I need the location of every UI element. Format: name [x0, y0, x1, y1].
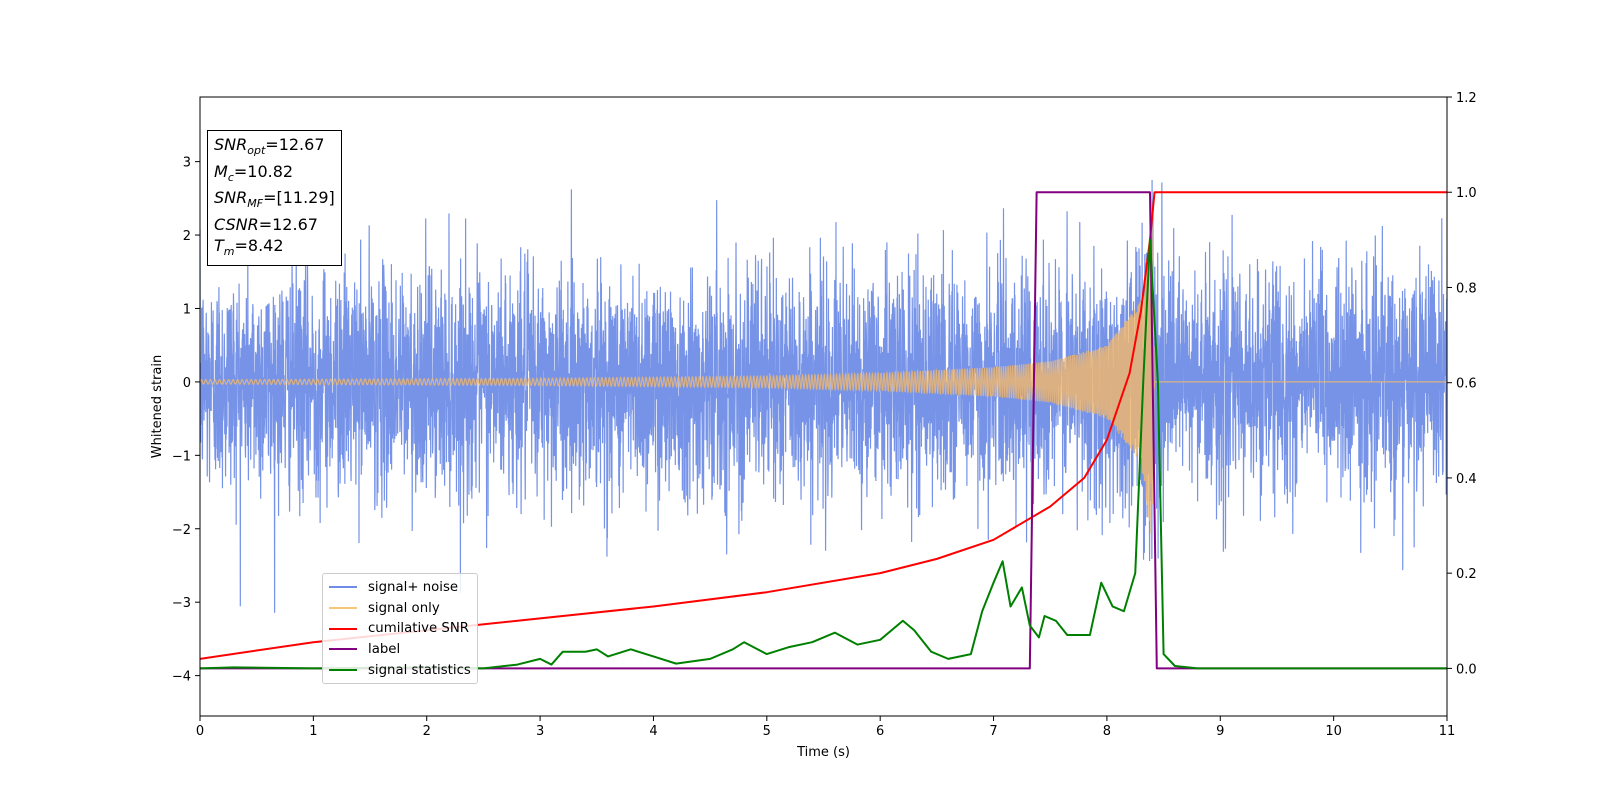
legend-swatch-signal-noise: [329, 586, 357, 589]
y-left-tick-label: 0: [183, 376, 191, 391]
y-right-tick-label: 0.8: [1456, 281, 1477, 296]
x-axis-label: Time (s): [796, 745, 850, 760]
parameter-box: SNRopt=12.67 Mc=10.82 SNRMF=[11.29] CSNR…: [207, 130, 342, 267]
y-right-tick-label: 0.6: [1456, 377, 1477, 392]
tm-line: Tm=8.42: [214, 235, 284, 258]
y-axis-label: Whitened strain: [150, 355, 165, 458]
snr-opt-value: =12.67: [265, 135, 325, 154]
legend-swatch-signal-only: [329, 607, 357, 610]
legend-swatch-signal-statistics: [329, 669, 357, 672]
legend-item-cumulative-snr: cumilative SNR: [329, 618, 471, 639]
y-left-tick-label: −2: [172, 523, 191, 538]
x-tick-label: 3: [536, 724, 544, 739]
y-left-tick-label: 1: [183, 302, 191, 317]
csnr-value: =12.67: [258, 215, 318, 235]
plot-area: [200, 179, 1447, 670]
legend-label-cumulative-snr: cumilative SNR: [368, 621, 470, 637]
y-right-tick-label: 0.4: [1456, 472, 1477, 487]
mc-value: =10.82: [233, 161, 294, 181]
csnr-line: CSNR=12.67: [214, 215, 318, 235]
axes-frame: [199, 96, 1448, 717]
x-tick-label: 10: [1325, 724, 1342, 739]
tm-value: =8.42: [234, 235, 284, 255]
legend-item-label: label: [329, 639, 471, 660]
axes: 0 1 2 3 4 5 6 7 8 9 10 113210−1−2−3−41.21.00.80.60.…: [172, 91, 1477, 739]
x-tick-label: 0: [196, 724, 204, 739]
legend: signal+ noise signal only cumilative SNR…: [322, 573, 478, 685]
x-tick-label: 8: [1103, 724, 1111, 739]
series-cumulative-snr: [200, 191, 1447, 660]
x-tick-label: 4: [649, 724, 657, 739]
series-signal-statistics: [200, 238, 1447, 670]
snr-opt-line: SNRopt=12.67: [214, 135, 325, 158]
y-left-tick-label: −1: [172, 449, 191, 464]
series-signal-only: [200, 225, 1447, 534]
x-tick-label: 6: [876, 724, 884, 739]
y-right-tick-label: 1.0: [1456, 186, 1477, 201]
snr-mf-line: SNRMF=[11.29]: [214, 188, 335, 211]
legend-item-signal-noise: signal+ noise: [329, 577, 471, 598]
x-tick-label: 9: [1216, 724, 1224, 739]
legend-item-signal-statistics: signal statistics: [329, 660, 471, 681]
mc-line: Mc=10.82: [214, 161, 294, 184]
x-tick-label: 2: [423, 724, 431, 739]
x-tick-label: 1: [309, 724, 317, 739]
series-signal-noise: [200, 179, 1447, 613]
legend-label-label: label: [368, 641, 401, 657]
legend-label-signal-only: signal only: [368, 600, 440, 616]
x-tick-label: 11: [1439, 724, 1456, 739]
y-right-tick-label: 0.2: [1456, 567, 1477, 582]
x-tick-label: 7: [989, 724, 997, 739]
y-left-tick-label: −4: [172, 670, 191, 685]
legend-item-signal-only: signal only: [329, 598, 471, 619]
legend-label-signal-statistics: signal statistics: [368, 662, 471, 678]
y-right-tick-label: 0.0: [1456, 662, 1477, 677]
y-left-tick-label: 3: [183, 156, 191, 171]
snr-mf-value: =[11.29]: [263, 188, 335, 208]
y-right-tick-label: 1.2: [1456, 91, 1477, 106]
legend-swatch-label: [329, 648, 357, 651]
y-left-tick-label: −3: [172, 596, 191, 611]
legend-swatch-cumulative-snr: [329, 627, 357, 630]
legend-label-signal-noise: signal+ noise: [368, 579, 459, 595]
x-tick-label: 5: [763, 724, 771, 739]
y-left-tick-label: 2: [183, 229, 191, 244]
